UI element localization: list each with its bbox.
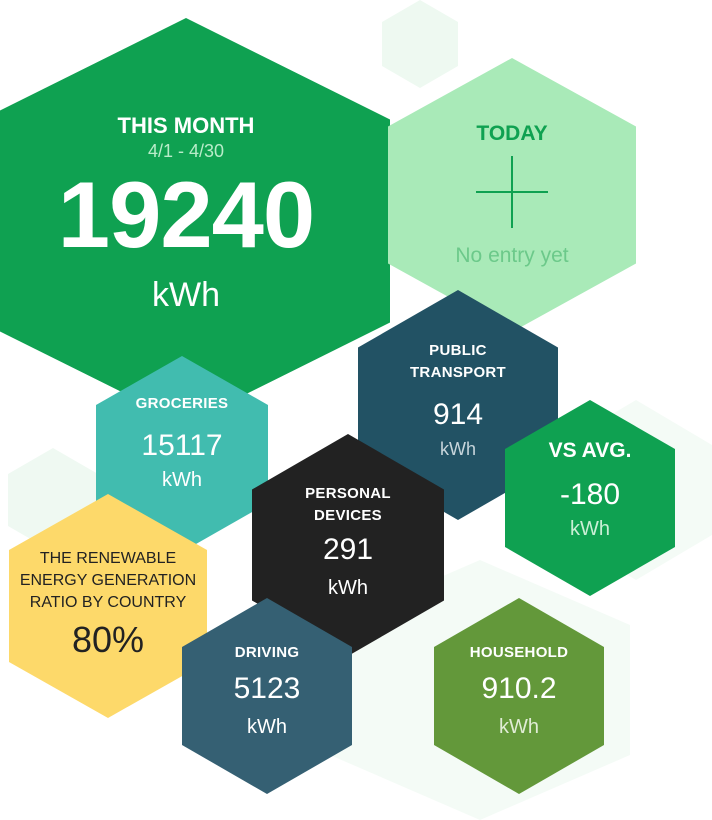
personal-devices-title-line1: PERSONAL	[305, 485, 391, 502]
driving-title: DRIVING	[234, 644, 300, 661]
renewable-line3: RATIO BY COUNTRY	[29, 594, 187, 611]
this-month-date-range: 4/1 - 4/30	[147, 141, 225, 161]
household-unit: kWh	[499, 716, 539, 738]
today-title: TODAY	[476, 122, 548, 145]
public-transport-title-line2: TRANSPORT	[409, 364, 507, 381]
household-value: 910.2	[481, 672, 557, 705]
groceries-title: GROCERIES	[135, 395, 229, 412]
this-month-unit: kWh	[152, 276, 220, 314]
vs-avg-unit: kWh	[570, 518, 610, 540]
public-transport-value: 914	[432, 398, 484, 431]
household-title: HOUSEHOLD	[469, 644, 569, 661]
personal-devices-value: 291	[322, 533, 374, 566]
driving-value: 5123	[233, 672, 301, 705]
personal-devices-unit: kWh	[328, 577, 368, 599]
this-month-value: 19240	[57, 162, 315, 267]
groceries-unit: kWh	[162, 469, 202, 491]
vs-avg-title: VS AVG.	[548, 439, 632, 462]
this-month-card: THIS MONTH 4/1 - 4/30 19240 kWh	[0, 18, 390, 424]
today-card[interactable]: TODAY No entry yet	[388, 58, 636, 332]
groceries-value: 15117	[141, 429, 223, 462]
public-transport-title-line1: PUBLIC	[429, 342, 487, 359]
background-hexagon	[382, 0, 458, 88]
today-empty-text: No entry yet	[455, 244, 569, 267]
household-card: HOUSEHOLD 910.2 kWh	[434, 598, 604, 794]
renewable-line1: THE RENEWABLE	[39, 550, 177, 567]
public-transport-unit: kWh	[440, 439, 476, 459]
renewable-value: 80%	[71, 619, 145, 660]
driving-unit: kWh	[247, 716, 287, 738]
personal-devices-title-line2: DEVICES	[314, 507, 382, 524]
vs-avg-value: -180	[559, 478, 621, 511]
renewable-line2: ENERGY GENERATION	[19, 572, 197, 589]
add-entry-icon[interactable]	[476, 156, 548, 228]
this-month-title: THIS MONTH	[117, 113, 255, 138]
driving-card: DRIVING 5123 kWh	[182, 598, 352, 794]
